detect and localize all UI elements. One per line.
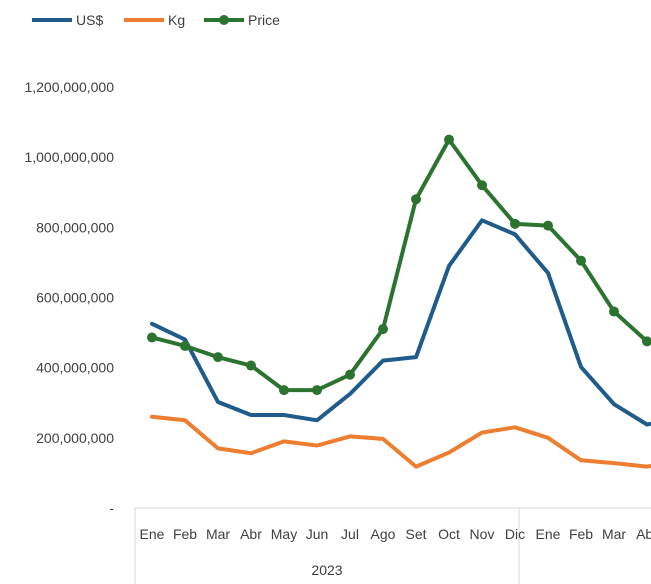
legend-item-1: Kg xyxy=(124,12,185,28)
x-tick-label: Nov xyxy=(470,526,495,542)
data-point xyxy=(213,352,223,363)
data-point xyxy=(411,194,421,205)
x-tick-label: Abr xyxy=(240,526,262,542)
data-point xyxy=(543,220,553,231)
y-tick-label: 800,000,000 xyxy=(36,219,114,235)
y-tick-label: 1,000,000,000 xyxy=(24,149,114,165)
x-tick-label: Oct xyxy=(438,526,460,542)
y-axis: - 200,000,000 400,000,000 600,000,000 800,00… xyxy=(24,79,114,516)
x-tick-label: Ene xyxy=(140,526,165,542)
y-tick-label: 600,000,000 xyxy=(36,290,114,306)
y-tick-label: - xyxy=(109,500,114,516)
x-tick-label: Jul xyxy=(341,526,359,542)
data-point xyxy=(510,218,520,229)
data-point xyxy=(378,324,388,335)
data-point xyxy=(279,385,289,396)
legend: US$ Kg Price xyxy=(32,12,280,28)
x-tick-label: Dic xyxy=(505,526,525,542)
legend-label: US$ xyxy=(76,12,103,28)
data-point xyxy=(444,134,454,145)
data-point xyxy=(345,369,355,380)
data-point xyxy=(609,306,619,317)
legend-label: Price xyxy=(248,12,280,28)
data-point xyxy=(477,180,487,191)
data-point xyxy=(576,255,586,266)
data-point xyxy=(312,385,322,396)
series-line-0 xyxy=(150,218,651,427)
x-axis: Ene Feb Mar Abr May Jun Jul Ago Set Oct Nov Dic Ene F… xyxy=(134,507,651,584)
x-tick-label: Jun xyxy=(306,526,329,542)
x-group-label: 2023 xyxy=(311,562,342,578)
legend-item-0: US$ xyxy=(32,12,103,28)
legend-item-2: Price xyxy=(204,12,280,28)
data-point xyxy=(180,340,190,351)
y-tick-label: 1,200,000,000 xyxy=(24,79,114,95)
series-line-1 xyxy=(150,414,651,469)
y-tick-label: 200,000,000 xyxy=(36,430,114,446)
legend-marker xyxy=(219,15,229,25)
legend-label: Kg xyxy=(168,12,185,28)
x-tick-label: Mar xyxy=(206,526,230,542)
x-tick-label: Abr xyxy=(636,526,651,542)
x-tick-label: Ene xyxy=(536,526,561,542)
data-point xyxy=(147,332,157,343)
x-tick-label: Feb xyxy=(173,526,197,542)
data-point xyxy=(642,336,651,347)
data-point xyxy=(246,360,256,371)
x-tick-label: Set xyxy=(405,526,426,542)
x-tick-label: Feb xyxy=(569,526,593,542)
y-tick-label: 400,000,000 xyxy=(36,360,114,376)
plot-area xyxy=(147,134,651,469)
x-tick-label: Ago xyxy=(371,526,396,542)
x-tick-label: Mar xyxy=(602,526,626,542)
x-tick-label: May xyxy=(271,526,297,542)
